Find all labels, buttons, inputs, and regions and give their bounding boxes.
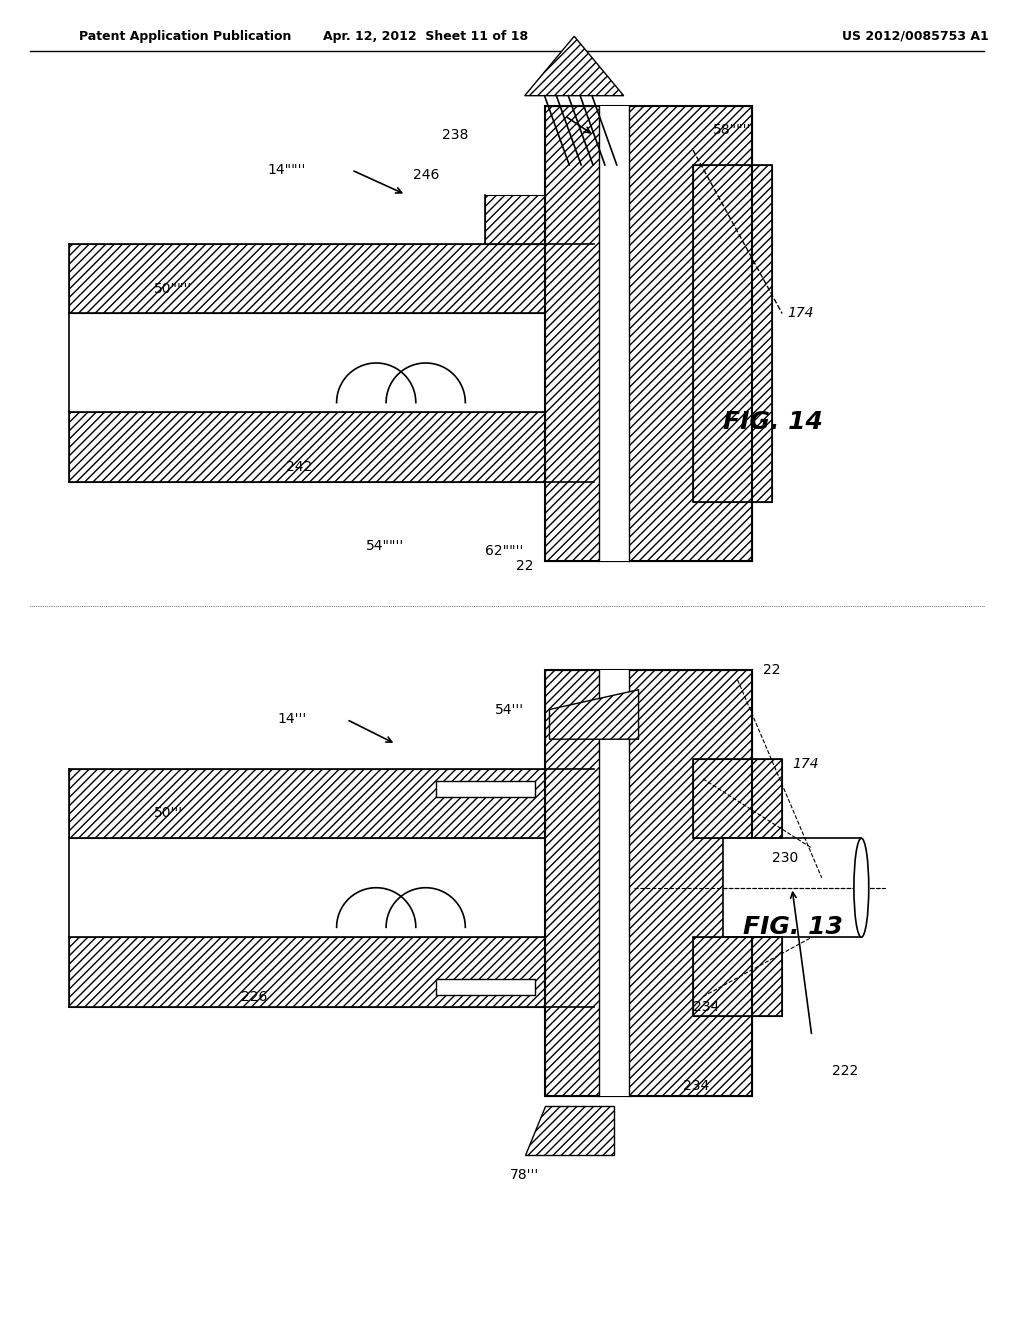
Text: 246: 246 (413, 168, 439, 182)
Text: 58""'': 58""'' (713, 123, 752, 137)
Text: 238: 238 (442, 128, 469, 143)
Text: FIG. 13: FIG. 13 (742, 915, 843, 940)
Bar (545, 671, 753, 1096)
Bar (599, 671, 629, 1096)
Bar (545, 106, 753, 561)
Bar (599, 106, 629, 561)
Polygon shape (550, 690, 639, 739)
Bar (545, 106, 753, 561)
Text: 22: 22 (764, 663, 781, 677)
Text: 22: 22 (516, 558, 534, 573)
Text: 174: 174 (792, 756, 818, 771)
Text: 230: 230 (772, 851, 799, 865)
Text: 62""'': 62""'' (485, 544, 523, 558)
Text: 50""'': 50""'' (154, 281, 191, 296)
Text: 242: 242 (286, 459, 312, 474)
Text: FIG. 14: FIG. 14 (723, 411, 822, 434)
Bar (70, 937, 594, 1007)
Text: 50''': 50''' (154, 807, 182, 821)
Bar (435, 781, 535, 797)
Bar (70, 313, 545, 412)
Bar (485, 194, 564, 244)
Ellipse shape (854, 838, 868, 937)
Text: Apr. 12, 2012  Sheet 11 of 18: Apr. 12, 2012 Sheet 11 of 18 (324, 30, 528, 42)
Bar (693, 937, 782, 1016)
Text: Patent Application Publication: Patent Application Publication (79, 30, 292, 42)
Polygon shape (524, 36, 624, 95)
Bar (693, 759, 782, 838)
Bar (70, 412, 594, 482)
Text: 234: 234 (683, 1078, 710, 1093)
Text: 174: 174 (787, 306, 814, 321)
Text: 14""'': 14""'' (268, 162, 306, 177)
Text: 54""'': 54""'' (367, 539, 404, 553)
Text: 54''': 54''' (495, 702, 524, 717)
Polygon shape (524, 1106, 613, 1155)
Text: 78''': 78''' (510, 1168, 540, 1181)
Bar (693, 165, 772, 502)
Text: 222: 222 (831, 1064, 858, 1078)
Bar (723, 838, 861, 937)
Bar (693, 165, 772, 502)
Bar (70, 838, 545, 937)
Bar (693, 937, 782, 1016)
Bar (693, 759, 782, 838)
Bar (70, 770, 594, 838)
Text: US 2012/0085753 A1: US 2012/0085753 A1 (842, 30, 988, 42)
Bar (70, 244, 594, 313)
Bar (435, 979, 535, 995)
Bar (545, 671, 753, 1096)
Text: 226: 226 (241, 990, 267, 1003)
Text: 14''': 14''' (278, 713, 306, 726)
Text: 234: 234 (693, 999, 719, 1014)
